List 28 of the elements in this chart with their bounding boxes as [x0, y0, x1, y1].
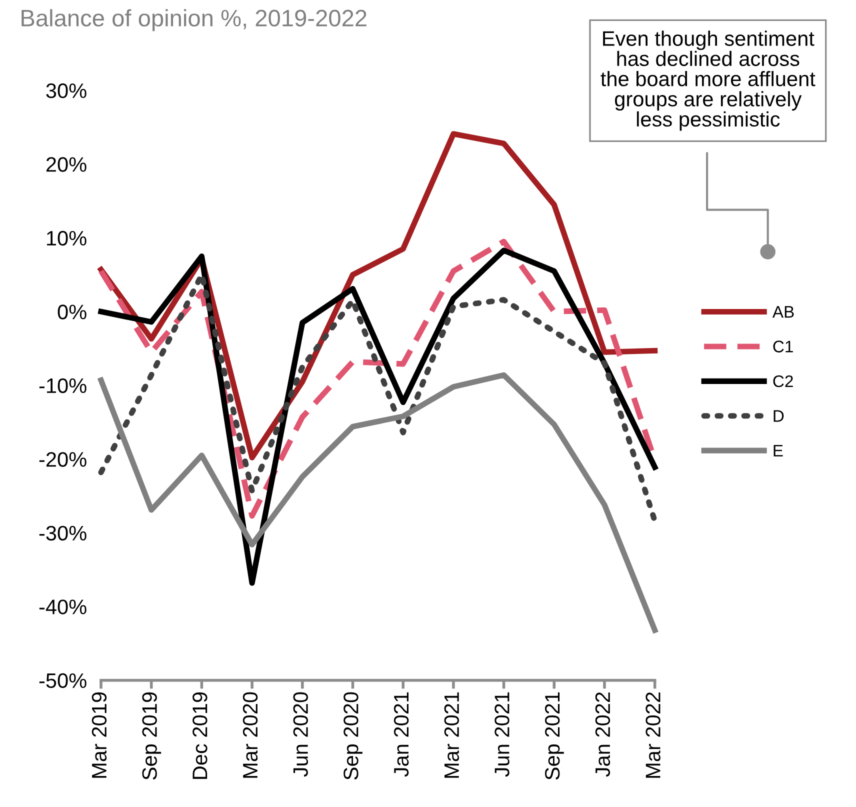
- legend-label: AB: [772, 306, 794, 318]
- annotation: Even though sentiment has declined across the board more affluent groups are relatively less pessimistic: [600, 30, 816, 131]
- x-tick-label: Jan 2021: [394, 692, 409, 777]
- y-tick-label: 30%: [46, 83, 86, 98]
- legend-label: C2: [773, 375, 793, 388]
- x-tick-label: Mar 2021: [444, 692, 460, 778]
- y-tick-label: -50%: [39, 673, 86, 688]
- legend-label: D: [774, 410, 784, 422]
- y-tick-label: 0%: [58, 304, 86, 320]
- chart-subtitle: Balance of opinion %, 2019-2022: [22, 9, 366, 32]
- x-tick-label: Jun 2020: [293, 692, 308, 777]
- x-tick-label: Jan 2022: [595, 692, 610, 777]
- x-tick-label: Sep 2020: [344, 692, 362, 780]
- x-tick-label: Sep 2019: [142, 692, 162, 780]
- legend-label: C1: [773, 340, 793, 352]
- y-tick-label: -30%: [39, 526, 86, 541]
- legend-label: E: [774, 444, 783, 456]
- x-tick-label: Sep 2021: [544, 692, 564, 780]
- y-tick-label: 20%: [46, 157, 86, 172]
- x-tick-label: Jun 2021: [494, 692, 510, 777]
- x-tick-label: Mar 2022: [646, 692, 660, 778]
- x-tick-label: Dec 2019: [192, 692, 208, 779]
- x-tick-label: Mar 2020: [242, 692, 258, 778]
- y-tick-label: -20%: [39, 452, 86, 467]
- y-tick-label: -40%: [39, 600, 86, 614]
- x-tick-label: Mar 2019: [92, 692, 107, 778]
- y-tick-label: 10%: [47, 230, 86, 246]
- y-tick-label: -10%: [39, 378, 86, 394]
